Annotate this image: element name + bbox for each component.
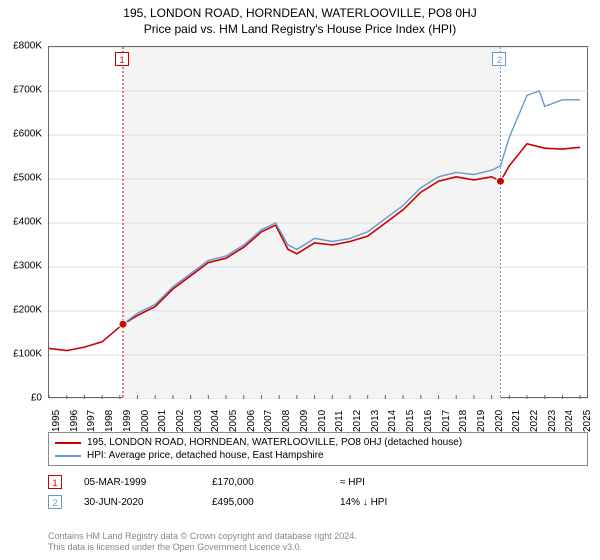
x-tick-label: 2024 (564, 410, 575, 432)
sales-table: 1 05-MAR-1999 £170,000 ≈ HPI 2 30-JUN-2020 £49… (48, 472, 588, 512)
x-tick-label: 2001 (157, 410, 168, 432)
x-tick-label: 2011 (334, 410, 345, 432)
sale-date: 30-JUN-2020 (84, 497, 194, 508)
chart-plot (48, 46, 588, 398)
legend-item: HPI: Average price, detached house, East… (55, 449, 581, 462)
x-tick-label: 2012 (352, 410, 363, 432)
x-tick-label: 2009 (299, 410, 310, 432)
sale-date: 05-MAR-1999 (84, 477, 194, 488)
x-tick-label: 2000 (140, 410, 151, 432)
x-tick-label: 2010 (317, 410, 328, 432)
x-tick-label: 2008 (281, 410, 292, 432)
sale-row: 1 05-MAR-1999 £170,000 ≈ HPI (48, 472, 588, 492)
legend-label: HPI: Average price, detached house, East… (87, 450, 324, 461)
y-tick-label: £600K (13, 129, 42, 140)
sale-row: 2 30-JUN-2020 £495,000 14% ↓ HPI (48, 492, 588, 512)
x-tick-label: 2015 (405, 410, 416, 432)
x-tick-label: 2022 (529, 410, 540, 432)
chart-svg (49, 47, 589, 399)
x-tick-label: 2020 (494, 410, 505, 432)
y-tick-label: £100K (13, 349, 42, 360)
legend-swatch (55, 442, 81, 444)
x-tick-label: 2025 (582, 410, 593, 432)
chart-legend: 195, LONDON ROAD, HORNDEAN, WATERLOOVILL… (48, 432, 588, 466)
legend-label: 195, LONDON ROAD, HORNDEAN, WATERLOOVILL… (87, 437, 462, 448)
x-tick-label: 2018 (458, 410, 469, 432)
x-tick-label: 2017 (441, 410, 452, 432)
footer-attribution: Contains HM Land Registry data © Crown c… (48, 531, 588, 554)
x-tick-label: 2013 (370, 410, 381, 432)
x-tick-label: 2021 (511, 410, 522, 432)
sale-diff: 14% ↓ HPI (340, 497, 450, 508)
sale-number-box: 2 (48, 495, 62, 509)
chart-title: 195, LONDON ROAD, HORNDEAN, WATERLOOVILL… (0, 0, 600, 20)
legend-swatch (55, 455, 81, 457)
chart-subtitle: Price paid vs. HM Land Registry's House … (0, 20, 600, 40)
x-tick-label: 2006 (246, 410, 257, 432)
footer-line-1: Contains HM Land Registry data © Crown c… (48, 531, 588, 543)
sale-price: £495,000 (212, 497, 322, 508)
x-tick-label: 2003 (193, 410, 204, 432)
x-tick-label: 1999 (122, 410, 133, 432)
legend-item: 195, LONDON ROAD, HORNDEAN, WATERLOOVILL… (55, 436, 581, 449)
x-tick-label: 2007 (263, 410, 274, 432)
x-tick-label: 2014 (387, 410, 398, 432)
sale-marker-2: 2 (492, 52, 506, 66)
sale-number-box: 1 (48, 475, 62, 489)
footer-line-2: This data is licensed under the Open Gov… (48, 542, 588, 554)
chart-container: 195, LONDON ROAD, HORNDEAN, WATERLOOVILL… (0, 0, 600, 560)
x-tick-label: 1998 (104, 410, 115, 432)
x-tick-label: 1995 (51, 410, 62, 432)
x-tick-label: 2023 (547, 410, 558, 432)
y-tick-label: £800K (13, 41, 42, 52)
y-tick-label: £300K (13, 261, 42, 272)
sale-marker-1: 1 (115, 52, 129, 66)
x-tick-label: 1997 (86, 410, 97, 432)
sale-price: £170,000 (212, 477, 322, 488)
y-tick-label: £200K (13, 305, 42, 316)
x-tick-label: 1996 (69, 410, 80, 432)
sale-diff: ≈ HPI (340, 477, 450, 488)
y-tick-label: £500K (13, 173, 42, 184)
x-tick-label: 2004 (210, 410, 221, 432)
y-tick-label: £0 (31, 393, 42, 404)
x-tick-label: 2016 (423, 410, 434, 432)
y-tick-label: £700K (13, 85, 42, 96)
x-tick-label: 2005 (228, 410, 239, 432)
x-tick-label: 2002 (175, 410, 186, 432)
x-tick-label: 2019 (476, 410, 487, 432)
chart-area: £0£100K£200K£300K£400K£500K£600K£700K£80… (48, 46, 588, 398)
y-tick-label: £400K (13, 217, 42, 228)
